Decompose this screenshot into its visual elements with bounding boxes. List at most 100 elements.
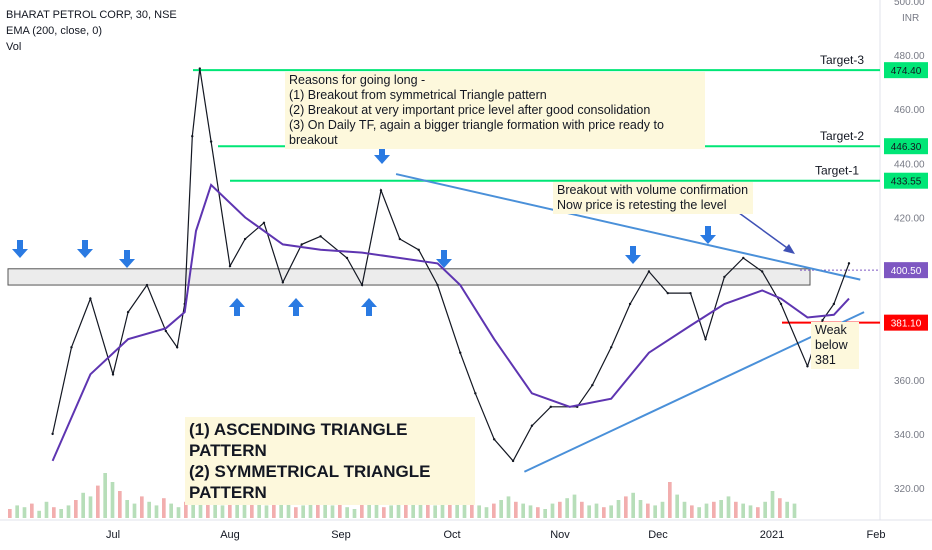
last-price-text: 400.50 bbox=[891, 266, 922, 277]
level-price-badge bbox=[884, 62, 928, 79]
y-tick-label: 480.00 bbox=[894, 51, 925, 62]
price-point bbox=[126, 310, 130, 314]
level-label: Target-3 bbox=[820, 53, 864, 67]
price-point bbox=[281, 281, 285, 284]
trend-line bbox=[523, 311, 865, 473]
volume-bar bbox=[206, 500, 210, 518]
volume-bar bbox=[360, 501, 364, 518]
down-arrow-icon bbox=[436, 250, 452, 268]
volume-bar bbox=[389, 505, 393, 518]
price-point bbox=[647, 270, 651, 273]
volume-bar bbox=[191, 494, 195, 518]
volume-bar bbox=[470, 501, 474, 518]
volume-bar bbox=[682, 501, 687, 518]
price-point bbox=[398, 237, 402, 241]
volume-bar bbox=[697, 507, 701, 518]
y-tick-label: 340.00 bbox=[894, 430, 925, 441]
volume-bar bbox=[228, 501, 232, 518]
volume-bar bbox=[132, 503, 137, 518]
volume-bar bbox=[712, 501, 716, 518]
volume-bar bbox=[638, 500, 643, 518]
price-point bbox=[262, 221, 266, 224]
level-price-text: 474.40 bbox=[891, 66, 922, 77]
reasons-line: (1) Breakout from symmetrical Triangle p… bbox=[289, 88, 547, 102]
volume-bar bbox=[543, 509, 547, 518]
volume-bar bbox=[690, 505, 694, 518]
up-arrow-icon bbox=[288, 298, 304, 316]
volume-bar bbox=[8, 509, 12, 518]
volume-bar bbox=[264, 505, 269, 518]
volume-bar bbox=[448, 500, 452, 518]
volume-bar bbox=[257, 503, 261, 518]
level-price-text: 381.10 bbox=[891, 319, 922, 330]
price-point bbox=[806, 365, 809, 368]
ema-indicator-label[interactable]: EMA (200, close, 0) bbox=[6, 25, 102, 37]
volume-bar bbox=[536, 507, 540, 518]
volume-bar bbox=[176, 507, 181, 518]
volume-bar bbox=[455, 498, 459, 518]
volume-bar bbox=[763, 501, 767, 518]
y-tick-label: 440.00 bbox=[894, 159, 925, 170]
volume-bar bbox=[294, 507, 298, 518]
volume-bar bbox=[660, 501, 665, 518]
volume-bar bbox=[770, 491, 775, 518]
x-tick-label: Dec bbox=[648, 529, 668, 541]
price-point bbox=[89, 297, 92, 300]
price-point bbox=[111, 373, 115, 376]
volume-bar bbox=[345, 507, 349, 518]
price-point bbox=[704, 337, 707, 341]
volume-bar bbox=[462, 492, 467, 518]
reasons-line: (2) Breakout at very important price lev… bbox=[289, 103, 651, 117]
currency-label: INR bbox=[902, 13, 919, 24]
volume-bar bbox=[675, 494, 679, 518]
y-tick-label: 360.00 bbox=[894, 376, 925, 387]
weak-line: Weak bbox=[815, 323, 847, 337]
volume-bar bbox=[719, 500, 723, 518]
volume-bar bbox=[220, 505, 225, 518]
volume-bar bbox=[81, 492, 85, 518]
volume-bar bbox=[653, 505, 657, 518]
volume-bar bbox=[59, 509, 63, 518]
volume-bar bbox=[308, 500, 313, 518]
volume-bar bbox=[726, 496, 731, 518]
breakout-line: Now price is retesting the level bbox=[557, 198, 727, 212]
volume-bar bbox=[110, 482, 115, 518]
price-point bbox=[723, 275, 726, 279]
price-point bbox=[459, 351, 462, 354]
volume-bar bbox=[330, 505, 335, 518]
volume-bar bbox=[785, 501, 789, 518]
callout-arrowhead-icon bbox=[783, 244, 795, 254]
down-arrow-icon bbox=[700, 226, 716, 244]
level-price-badge bbox=[884, 172, 928, 189]
price-point bbox=[417, 248, 420, 252]
trend-line bbox=[395, 173, 861, 281]
volume-bar bbox=[484, 507, 489, 518]
price-point bbox=[70, 346, 73, 349]
x-tick-label: Oct bbox=[443, 529, 460, 541]
volume-bar bbox=[352, 509, 357, 518]
up-arrow-icon bbox=[229, 298, 245, 316]
volume-bar bbox=[587, 505, 591, 518]
volume-bar bbox=[609, 505, 613, 518]
level-price-badge bbox=[884, 138, 928, 155]
price-point bbox=[530, 424, 534, 427]
price-point bbox=[847, 262, 851, 265]
volume-bar bbox=[15, 505, 19, 518]
price-point bbox=[436, 283, 439, 287]
volume-bar bbox=[184, 501, 188, 518]
volume-indicator-label[interactable]: Vol bbox=[6, 41, 22, 53]
price-point bbox=[609, 346, 613, 349]
y-tick-label: 420.00 bbox=[894, 213, 925, 224]
weak-line: below bbox=[815, 338, 848, 352]
price-point bbox=[492, 438, 496, 441]
price-point bbox=[360, 283, 364, 287]
volume-bar bbox=[235, 496, 239, 518]
volume-bar bbox=[528, 505, 533, 518]
x-tick-label: Feb bbox=[867, 529, 886, 541]
volume-bar bbox=[514, 501, 518, 518]
volume-bar bbox=[426, 501, 430, 518]
price-point bbox=[191, 134, 194, 138]
price-point bbox=[689, 291, 692, 295]
